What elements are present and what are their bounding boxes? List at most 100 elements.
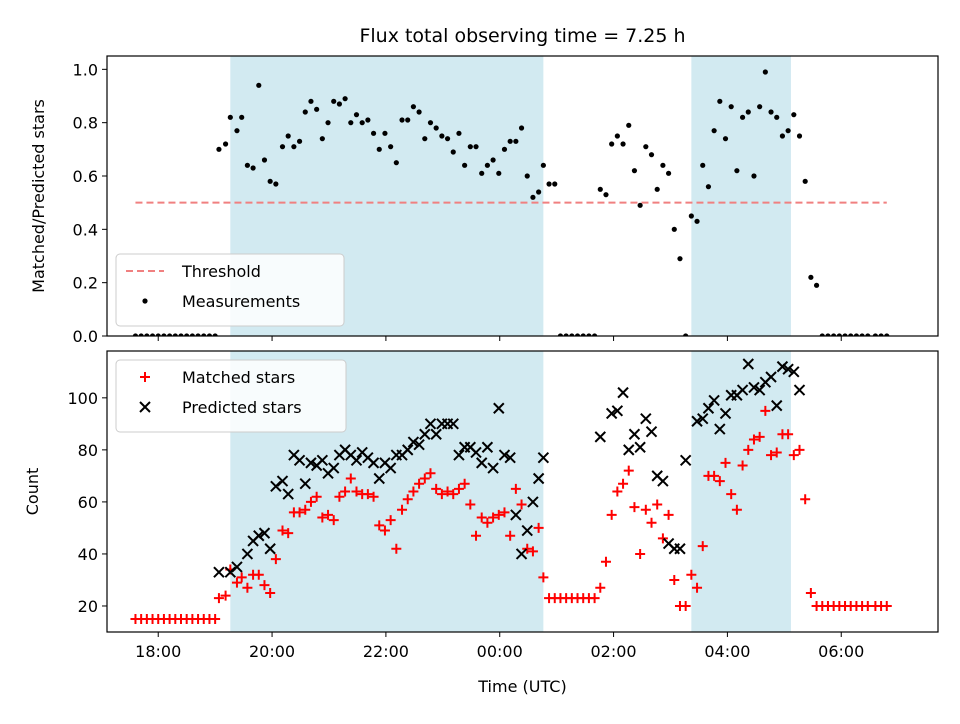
data-point xyxy=(881,600,892,611)
data-point xyxy=(586,333,592,336)
data-point xyxy=(224,566,237,578)
data-point xyxy=(734,168,740,174)
data-point xyxy=(314,106,320,112)
data-point xyxy=(748,381,760,394)
data-point xyxy=(697,541,708,552)
data-point xyxy=(872,333,878,336)
data-point xyxy=(635,548,646,559)
data-point xyxy=(742,358,754,370)
data-point xyxy=(505,530,516,541)
legend-marker xyxy=(142,298,148,304)
data-point xyxy=(677,256,683,262)
data-point xyxy=(646,517,657,528)
data-point xyxy=(657,533,668,544)
data-point xyxy=(362,489,373,500)
data-point xyxy=(794,444,805,455)
data-point xyxy=(384,462,397,474)
data-point xyxy=(631,168,638,174)
data-point xyxy=(222,141,229,147)
x-tick-label: 20:00 xyxy=(249,642,295,661)
data-point xyxy=(273,181,279,187)
data-point xyxy=(493,509,504,520)
data-point xyxy=(569,333,575,336)
data-point xyxy=(878,333,884,336)
data-point xyxy=(595,582,606,593)
data-point xyxy=(530,194,536,200)
data-point xyxy=(302,109,308,115)
x-tick-label: 02:00 xyxy=(591,642,637,661)
data-point xyxy=(465,499,476,510)
series-predicted-stars xyxy=(213,358,806,578)
data-point xyxy=(279,144,286,150)
data-point xyxy=(397,504,408,515)
data-point xyxy=(521,524,533,537)
data-point xyxy=(515,548,528,560)
data-point xyxy=(546,181,552,187)
legend-label: Predicted stars xyxy=(182,398,302,417)
data-point xyxy=(776,360,789,373)
data-point xyxy=(413,438,425,451)
data-point xyxy=(201,333,207,336)
data-point xyxy=(236,572,247,583)
y-tick-label: 40 xyxy=(78,545,98,564)
data-point xyxy=(410,104,417,110)
legend-box xyxy=(115,253,345,327)
data-point xyxy=(476,512,487,523)
data-point xyxy=(419,428,431,440)
data-point xyxy=(425,468,436,479)
data-point xyxy=(431,483,442,494)
data-point xyxy=(213,566,225,578)
data-point xyxy=(719,407,732,420)
data-point xyxy=(680,600,691,611)
legend-label: Threshold xyxy=(181,262,261,281)
data-point xyxy=(376,146,382,152)
data-point xyxy=(580,333,586,336)
data-point xyxy=(524,173,530,179)
data-point xyxy=(805,587,816,598)
data-point xyxy=(244,162,250,168)
y-tick-label: 0.8 xyxy=(73,114,98,133)
data-point xyxy=(496,170,502,176)
data-point xyxy=(353,112,360,118)
data-point xyxy=(663,509,674,520)
observing-interval-2 xyxy=(691,351,791,632)
data-point xyxy=(702,402,715,414)
data-point xyxy=(791,112,797,118)
data-point xyxy=(448,489,459,500)
data-point xyxy=(144,333,150,336)
data-point xyxy=(382,130,388,136)
data-point xyxy=(760,405,771,416)
data-point xyxy=(779,133,786,139)
data-point xyxy=(652,499,663,510)
data-point xyxy=(691,415,703,427)
data-point xyxy=(674,543,686,555)
data-point xyxy=(430,428,442,440)
data-point xyxy=(603,192,609,198)
legend-box xyxy=(115,359,347,433)
data-point xyxy=(499,507,510,518)
data-point xyxy=(481,441,494,453)
data-point xyxy=(640,504,651,515)
data-point xyxy=(155,333,161,336)
data-point xyxy=(436,489,447,500)
data-point xyxy=(294,507,305,518)
data-point xyxy=(848,333,854,336)
data-point xyxy=(138,333,144,336)
data-point xyxy=(745,109,751,115)
data-point xyxy=(213,593,224,604)
data-point xyxy=(178,333,184,336)
data-point xyxy=(510,509,522,521)
data-point xyxy=(669,574,680,585)
data-point xyxy=(522,543,533,554)
data-point xyxy=(277,525,288,536)
data-point xyxy=(473,144,479,150)
data-point xyxy=(762,69,768,75)
data-point xyxy=(462,162,468,168)
data-point xyxy=(679,454,692,466)
data-point xyxy=(552,181,558,187)
data-point xyxy=(231,561,243,573)
data-point xyxy=(484,162,491,168)
data-point xyxy=(736,384,749,396)
data-point xyxy=(726,489,737,500)
data-point xyxy=(351,486,362,497)
